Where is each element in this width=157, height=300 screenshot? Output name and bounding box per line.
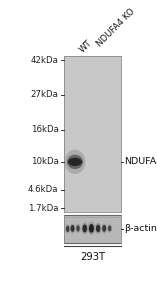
Bar [64, 215, 121, 243]
Ellipse shape [66, 226, 69, 232]
Ellipse shape [107, 224, 112, 233]
Text: 10kDa: 10kDa [31, 158, 59, 166]
Ellipse shape [70, 223, 76, 234]
Text: NDUFA4: NDUFA4 [124, 158, 157, 166]
Text: 27kDa: 27kDa [31, 90, 59, 99]
Ellipse shape [76, 224, 81, 233]
Ellipse shape [65, 224, 70, 234]
Text: 1.7kDa: 1.7kDa [28, 204, 59, 213]
Ellipse shape [108, 225, 111, 231]
Ellipse shape [101, 223, 107, 234]
Text: NDUFA4 KO: NDUFA4 KO [95, 7, 137, 48]
Ellipse shape [81, 222, 88, 235]
Bar [64, 56, 121, 212]
Ellipse shape [88, 222, 95, 235]
Text: 42kDa: 42kDa [31, 56, 59, 65]
Text: WT: WT [78, 38, 94, 54]
Ellipse shape [71, 225, 75, 232]
Text: 4.6kDa: 4.6kDa [28, 185, 59, 194]
Ellipse shape [89, 224, 94, 233]
Ellipse shape [68, 158, 82, 166]
Text: β-actin: β-actin [124, 224, 157, 233]
Ellipse shape [102, 225, 106, 232]
Text: 293T: 293T [80, 252, 105, 262]
Ellipse shape [82, 224, 87, 232]
Ellipse shape [96, 225, 100, 232]
Ellipse shape [67, 155, 83, 169]
Ellipse shape [65, 150, 85, 174]
Text: 16kDa: 16kDa [31, 125, 59, 134]
Ellipse shape [76, 225, 80, 232]
Ellipse shape [95, 223, 101, 234]
